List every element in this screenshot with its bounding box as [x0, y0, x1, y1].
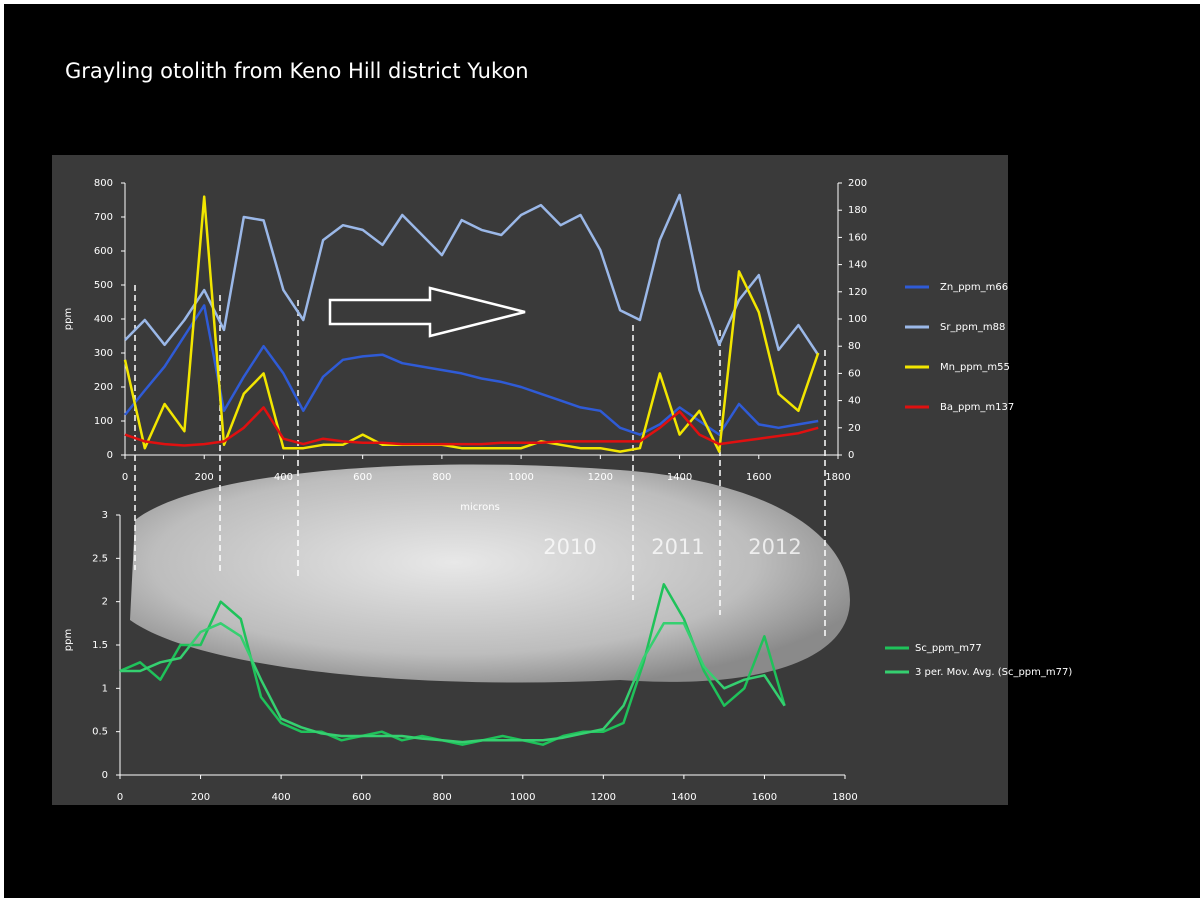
x-tick-label: 1000 — [508, 472, 533, 483]
y2-tick-label: 120 — [848, 287, 867, 298]
x-tick-label: 400 — [272, 792, 291, 803]
y2-tick-label: 100 — [848, 314, 867, 325]
y-axis-label: ppm — [63, 308, 74, 330]
x-tick-label: 1400 — [667, 472, 692, 483]
y2-tick-label: 140 — [848, 260, 867, 271]
x-tick-label: 1000 — [510, 792, 535, 803]
x-tick-label: 600 — [353, 472, 372, 483]
x-axis-label: microns — [460, 502, 500, 513]
series-line — [119, 583, 786, 746]
y-tick-label: 0.5 — [92, 727, 108, 738]
bottom-chart: 0 200 400 600 800 1000 1200 1400 1600 1800 0 0.5 1 1.… — [63, 510, 1072, 803]
annotation: 2012 — [748, 535, 801, 559]
legend-label: Sc_ppm_m77 — [915, 643, 982, 654]
x-tick-label: 0 — [117, 792, 123, 803]
y2-tick-label: 160 — [848, 232, 867, 243]
legend-label: Mn_ppm_m55 — [940, 362, 1010, 373]
chart-title: Grayling otolith from Keno Hill district… — [65, 59, 529, 83]
annotation: 2011 — [651, 535, 704, 559]
y2-tick-label: 60 — [848, 368, 861, 379]
x-tick-label: 600 — [352, 792, 371, 803]
y-tick-label: 300 — [94, 348, 113, 359]
series-line — [124, 406, 819, 447]
y-tick-label: 0 — [102, 770, 108, 781]
series-line — [124, 304, 819, 436]
y2-tick-label: 0 — [848, 450, 854, 461]
x-tick-label: 1800 — [832, 792, 857, 803]
y-tick-label: 600 — [94, 246, 113, 257]
legend-label: Sr_ppm_m88 — [940, 322, 1005, 333]
x-tick-label: 0 — [122, 472, 128, 483]
series-line — [124, 193, 820, 356]
arrow — [328, 286, 526, 338]
x-tick-label: 200 — [195, 472, 214, 483]
y-tick-label: 1 — [102, 683, 108, 694]
y2-tick-label: 80 — [848, 341, 861, 352]
y2-tick-label: 180 — [848, 205, 867, 216]
y-tick-label: 2.5 — [92, 553, 108, 564]
y-tick-label: 1.5 — [92, 640, 108, 651]
x-tick-label: 1800 — [825, 472, 850, 483]
y-tick-label: 500 — [94, 280, 113, 291]
y-tick-label: 700 — [94, 212, 113, 223]
x-tick-label: 200 — [191, 792, 210, 803]
x-tick-label: 400 — [274, 472, 293, 483]
y2-tick-label: 20 — [848, 423, 861, 434]
y-tick-label: 2 — [102, 597, 108, 608]
x-tick-label: 1400 — [671, 792, 696, 803]
x-tick-label: 800 — [432, 472, 451, 483]
y-tick-label: 0 — [107, 450, 113, 461]
legend-label: Ba_ppm_m137 — [940, 402, 1014, 413]
x-tick-label: 800 — [433, 792, 452, 803]
y-tick-label: 200 — [94, 382, 113, 393]
x-tick-label: 1600 — [746, 472, 771, 483]
x-tick-label: 1200 — [591, 792, 616, 803]
y2-tick-label: 200 — [848, 178, 867, 189]
x-tick-label: 1600 — [752, 792, 777, 803]
otolith — [130, 464, 850, 683]
y-tick-label: 400 — [94, 314, 113, 325]
y-tick-label: 3 — [102, 510, 108, 521]
annotation: 2010 — [543, 535, 596, 559]
series-line — [123, 195, 820, 453]
top-chart: 0 200 400 600 800 1000 1200 1400 1600 18000100200… — [63, 178, 1014, 559]
y-axis-label: ppm — [63, 629, 74, 651]
legend-label: 3 per. Mov. Avg. (Sc_ppm_m77) — [915, 667, 1072, 678]
year-boundaries — [134, 285, 826, 640]
y-tick-label: 100 — [94, 416, 113, 427]
y2-tick-label: 40 — [848, 396, 861, 407]
legend-label: Zn_ppm_m66 — [940, 282, 1008, 293]
x-tick-label: 1200 — [588, 472, 613, 483]
y-tick-label: 800 — [94, 178, 113, 189]
series-line — [120, 622, 786, 744]
